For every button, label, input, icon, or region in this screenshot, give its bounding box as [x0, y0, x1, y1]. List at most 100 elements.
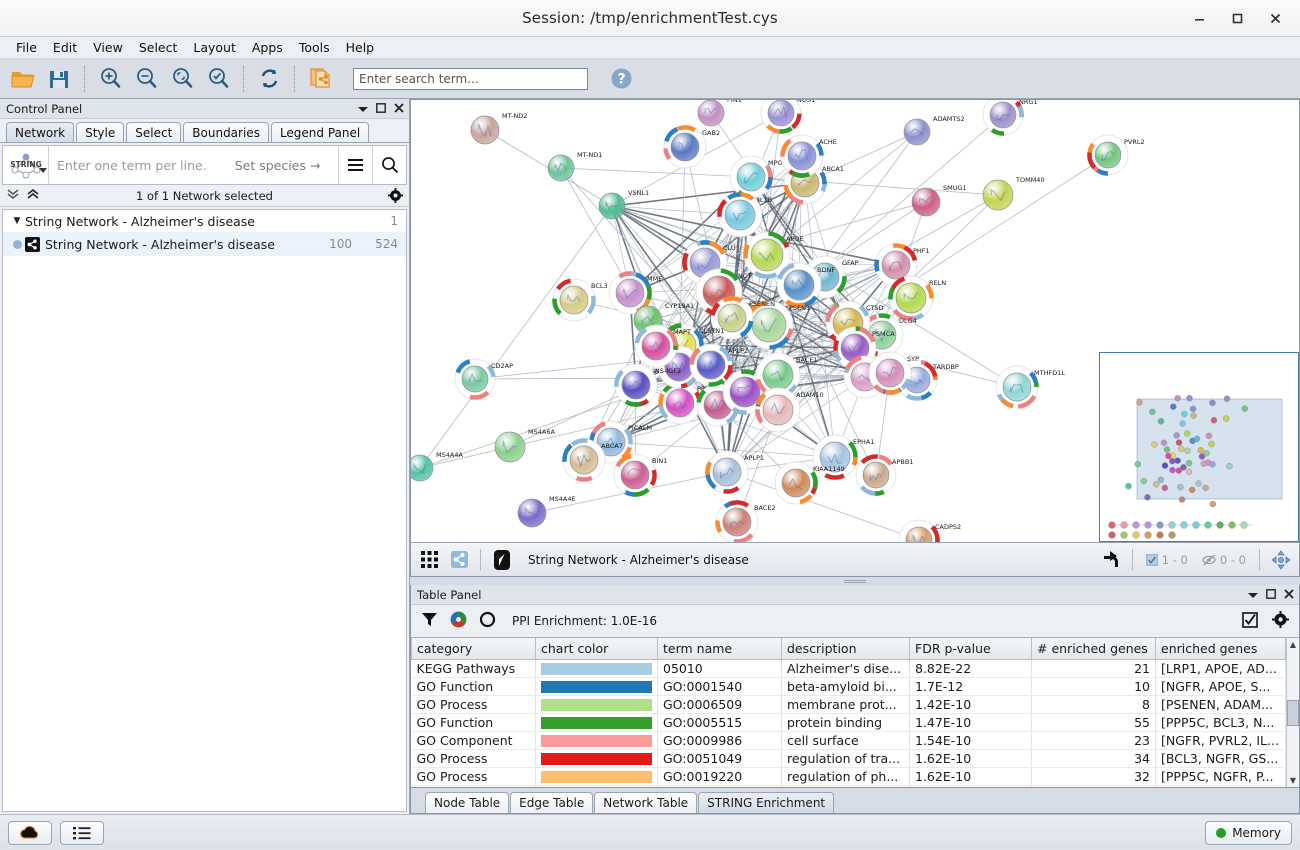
- export-icon[interactable]: [1097, 547, 1125, 573]
- zoom-in-icon[interactable]: [93, 62, 127, 96]
- graph-node[interactable]: BACE2: [715, 500, 776, 542]
- enrichment-table-container[interactable]: category chart color term name descripti…: [411, 637, 1299, 787]
- graph-node[interactable]: MT-ND2: [470, 112, 527, 145]
- filter-icon[interactable]: [421, 611, 438, 631]
- collapse-all-icon[interactable]: [6, 188, 20, 203]
- grid-layout-icon[interactable]: [415, 547, 443, 573]
- graph-node[interactable]: PVRL2: [1087, 134, 1145, 176]
- graph-node[interactable]: CADPS2: [898, 519, 961, 542]
- menu-file[interactable]: File: [16, 40, 37, 55]
- string-term-input[interactable]: Enter one term per line. Set species →: [49, 146, 338, 184]
- table-scrollbar[interactable]: ▲ ▼: [1286, 638, 1299, 787]
- graph-node[interactable]: CD2AP: [454, 358, 513, 400]
- graph-node[interactable]: PHF1: [874, 243, 930, 287]
- graph-node[interactable]: RELN: [888, 275, 946, 321]
- menu-select[interactable]: Select: [138, 40, 178, 55]
- graph-node[interactable]: BCL3: [552, 278, 608, 322]
- graph-node[interactable]: APLP2: [689, 343, 748, 387]
- graph-node[interactable]: MAPT: [634, 324, 691, 368]
- close-icon[interactable]: [1256, 4, 1294, 34]
- share-network-icon[interactable]: [303, 62, 337, 96]
- help-icon[interactable]: ?: [604, 62, 638, 96]
- network-minimap[interactable]: [1099, 352, 1299, 542]
- tab-network-table[interactable]: Network Table: [594, 792, 698, 813]
- float-panel-icon[interactable]: [376, 102, 386, 116]
- refresh-icon[interactable]: [252, 62, 286, 96]
- table-row[interactable]: KEGG Pathways 05010 Alzheimer's dise... 8.8…: [411, 659, 1286, 678]
- memory-status-button[interactable]: Memory: [1205, 820, 1292, 845]
- graph-node[interactable]: MS4A6A: [494, 428, 555, 463]
- graph-node[interactable]: ADAMTS2: [903, 115, 965, 146]
- tab-network[interactable]: Network: [6, 122, 75, 142]
- graph-node[interactable]: BDNF: [776, 262, 835, 308]
- tree-group-row[interactable]: ▼ String Network - Alzheimer's disease 1: [3, 210, 406, 233]
- chevron-down-icon[interactable]: [358, 102, 368, 116]
- open-folder-icon[interactable]: [6, 62, 40, 96]
- graph-node[interactable]: MTHFD1L: [995, 365, 1065, 409]
- graph-node[interactable]: SYP: [868, 351, 919, 395]
- graph-node[interactable]: MPO: [729, 155, 783, 199]
- graph-node[interactable]: NRG1: [982, 100, 1038, 136]
- zoom-fit-icon[interactable]: [165, 62, 199, 96]
- table-row[interactable]: GO Function GO:0005515 protein binding 1.47…: [411, 713, 1286, 732]
- search-icon[interactable]: [372, 146, 406, 184]
- column-header-chart-color[interactable]: chart color: [535, 638, 658, 660]
- set-species-link[interactable]: Set species →: [234, 157, 321, 173]
- minimize-icon[interactable]: [1180, 4, 1218, 34]
- fit-content-icon[interactable]: [1267, 547, 1295, 573]
- graph-node[interactable]: IL1B: [717, 192, 772, 238]
- graph-node[interactable]: NOS1: [760, 100, 815, 134]
- graph-node[interactable]: KIAA1149: [774, 461, 845, 505]
- expand-caret-icon[interactable]: ▼: [13, 216, 21, 226]
- table-row[interactable]: GO Function GO:0001540 beta-amyloid bi... 1…: [411, 677, 1286, 696]
- donut-icon[interactable]: [479, 611, 496, 631]
- string-logo-icon[interactable]: STRING: [3, 146, 49, 184]
- graph-node[interactable]: PSENEN: [710, 296, 775, 340]
- graph-node[interactable]: MT-ND1: [547, 151, 602, 182]
- zoom-out-icon[interactable]: [129, 62, 163, 96]
- menu-view[interactable]: View: [93, 40, 123, 55]
- column-header-category[interactable]: category: [411, 638, 536, 660]
- table-row[interactable]: GO Process GO:0033619membrane prot...1.93…: [411, 785, 1286, 787]
- tab-legend-panel[interactable]: Legend Panel: [270, 122, 370, 142]
- tab-node-table[interactable]: Node Table: [425, 792, 510, 813]
- network-tree[interactable]: ▼ String Network - Alzheimer's disease 1…: [2, 209, 407, 812]
- graph-node[interactable]: INS-IGF2: [614, 363, 681, 407]
- table-row[interactable]: GO Process GO:0019220 regulation of ph... 1…: [411, 767, 1286, 786]
- graph-node[interactable]: MS4A4A: [411, 451, 463, 482]
- tree-child-row[interactable]: String Network - Alzheimer's disease 100…: [3, 233, 406, 256]
- column-header-enriched-genes[interactable]: enriched genes: [1155, 638, 1286, 660]
- menu-tools[interactable]: Tools: [298, 40, 330, 55]
- column-header-description[interactable]: description: [781, 638, 910, 660]
- graph-node[interactable]: EPHA1: [812, 434, 875, 480]
- table-row[interactable]: GO Process GO:0006509 membrane prot... 1.42…: [411, 695, 1286, 714]
- graph-node[interactable]: PIN1: [697, 100, 742, 127]
- menu-apps[interactable]: Apps: [251, 40, 283, 55]
- menu-edit[interactable]: Edit: [52, 40, 78, 55]
- graph-node[interactable]: SMUG1: [911, 184, 967, 217]
- gear-icon[interactable]: [388, 188, 403, 206]
- chevron-down-icon[interactable]: [1248, 588, 1258, 602]
- network-graph[interactable]: MT-ND2 MT-ND1 VSNL1 CD2AP MS4A4A MS4A6A MS4A4E…: [411, 100, 1299, 542]
- graph-node[interactable]: ABCA7: [562, 438, 623, 482]
- network-share-icon[interactable]: [445, 547, 473, 573]
- table-row[interactable]: GO Component GO:0009986 cell surface 1.54E-…: [411, 731, 1286, 750]
- graph-node[interactable]: ACHE: [780, 134, 837, 178]
- network-canvas[interactable]: MT-ND2 MT-ND1 VSNL1 CD2AP MS4A4A MS4A6A MS4A4E…: [411, 100, 1299, 542]
- graph-node[interactable]: MS4A4E: [517, 495, 576, 528]
- graph-node[interactable]: MME: [608, 271, 662, 315]
- graph-node[interactable]: VSNL1: [598, 189, 649, 220]
- graph-node[interactable]: APOE: [743, 231, 804, 279]
- menu-help[interactable]: Help: [345, 40, 375, 55]
- tab-select[interactable]: Select: [126, 122, 182, 142]
- tab-boundaries[interactable]: Boundaries: [183, 122, 269, 142]
- checkbox-icon[interactable]: [1242, 611, 1258, 631]
- pie-chart-icon[interactable]: [450, 611, 467, 631]
- zoom-selected-icon[interactable]: [201, 62, 235, 96]
- graph-node[interactable]: GAB2: [663, 125, 720, 169]
- tab-style[interactable]: Style: [76, 122, 125, 142]
- expand-all-icon[interactable]: [26, 188, 40, 203]
- table-row[interactable]: GO Process GO:0051049 regulation of tra...…: [411, 749, 1286, 768]
- column-header-fdr[interactable]: FDR p-value: [909, 638, 1032, 660]
- search-input[interactable]: Enter search term...: [353, 67, 588, 90]
